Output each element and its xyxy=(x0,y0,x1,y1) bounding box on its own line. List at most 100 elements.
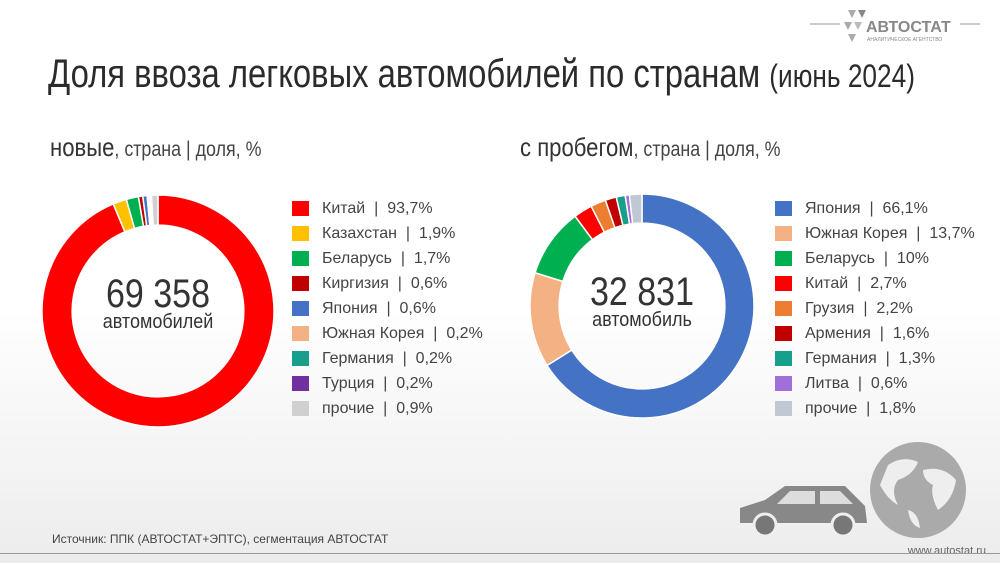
legend-item: Армения | 1,6% xyxy=(775,321,975,346)
legend-swatch xyxy=(775,251,792,266)
legend-separator: | xyxy=(396,224,419,242)
donut-slice-9 xyxy=(150,194,159,227)
legend-label: Китай xyxy=(805,274,849,292)
page-title: Доля ввоза легковых автомобилей по стран… xyxy=(48,52,915,97)
title-period: (июнь 2024) xyxy=(769,58,915,94)
used-total-label: автомобиль xyxy=(592,309,692,331)
used-donut-chart xyxy=(529,193,755,419)
used-title: с пробегом xyxy=(520,132,634,162)
legend-swatch xyxy=(292,276,309,291)
legend-value: 0,9% xyxy=(396,399,433,417)
used-section-title: с пробегом, страна | доля, % xyxy=(520,132,781,163)
legend-label: Южная Корея xyxy=(322,324,425,342)
legend-label: прочие xyxy=(805,399,858,417)
globe-icon xyxy=(870,442,966,538)
new-section-title: новые, страна | доля, % xyxy=(50,132,261,163)
svg-text:АВТОСТАТ: АВТОСТАТ xyxy=(866,19,951,36)
used-subtitle: , страна | доля, % xyxy=(633,138,781,161)
legend-item: Южная Корея | 0,2% xyxy=(292,321,483,346)
legend-value: 1,6% xyxy=(892,324,930,342)
legend-swatch xyxy=(775,401,792,416)
legend-separator: | xyxy=(857,399,880,417)
title-text: Доля ввоза легковых автомобилей по стран… xyxy=(48,52,761,96)
legend-swatch xyxy=(775,326,792,341)
car-icon xyxy=(740,486,867,538)
new-donut-chart xyxy=(41,194,275,428)
legend-label: Киргизия xyxy=(322,274,389,292)
used-total: 32 831 xyxy=(590,270,694,314)
legend-label: Турция xyxy=(322,374,375,392)
legend-value: 1,7% xyxy=(413,249,451,267)
new-legend: Китай | 93,7% Казахстан | 1,9% Беларусь | … xyxy=(292,196,483,421)
legend-swatch xyxy=(292,351,309,366)
new-total-label: автомобилей xyxy=(102,311,214,333)
donut-slice-1 xyxy=(546,193,755,419)
new-center: 69 358 автомобилей xyxy=(78,272,238,334)
legend-separator: | xyxy=(365,199,388,217)
svg-text:АНАЛИТИЧЕСКОЕ АГЕНТСТВО: АНАЛИТИЧЕСКОЕ АГЕНТСТВО xyxy=(867,37,942,43)
new-subtitle: , страна | доля, % xyxy=(114,138,262,161)
legend-item: Германия | 1,3% xyxy=(775,346,975,371)
legend-item: прочие | 0,9% xyxy=(292,396,483,421)
new-total: 69 358 xyxy=(106,272,210,316)
legend-value: 0,6% xyxy=(410,274,448,292)
legend-separator: | xyxy=(870,324,893,342)
legend-separator: | xyxy=(848,274,871,292)
legend-label: Беларусь xyxy=(322,249,392,267)
legend-label: Армения xyxy=(805,324,871,342)
legend-swatch xyxy=(292,401,309,416)
legend-separator: | xyxy=(393,349,416,367)
legend-swatch xyxy=(292,251,309,266)
legend-swatch xyxy=(292,201,309,216)
legend-separator: | xyxy=(374,374,397,392)
donut-slice-9 xyxy=(628,193,643,225)
legend-swatch xyxy=(775,351,792,366)
legend-value: 13,7% xyxy=(929,224,975,242)
legend-value: 66,1% xyxy=(882,199,928,217)
legend-item: Япония | 66,1% xyxy=(775,196,975,221)
legend-label: Беларусь xyxy=(805,249,875,267)
legend-item: Турция | 0,2% xyxy=(292,371,483,396)
legend-swatch xyxy=(292,226,309,241)
legend-value: 0,2% xyxy=(415,349,453,367)
legend-separator: | xyxy=(374,399,397,417)
legend-separator: | xyxy=(424,324,447,342)
used-legend: Япония | 66,1% Южная Корея | 13,7% Беларус… xyxy=(775,196,975,421)
legend-label: прочие xyxy=(322,399,375,417)
legend-label: Япония xyxy=(805,199,861,217)
legend-label: Германия xyxy=(322,349,394,367)
legend-separator: | xyxy=(874,249,897,267)
legend-swatch xyxy=(292,301,309,316)
legend-swatch xyxy=(775,226,792,241)
legend-value: 0,2% xyxy=(396,374,433,392)
legend-value: 2,7% xyxy=(870,274,907,292)
website-link[interactable]: www.autostat.ru xyxy=(907,545,986,557)
legend-label: Грузия xyxy=(805,299,855,317)
legend-item: прочие | 1,8% xyxy=(775,396,975,421)
legend-swatch xyxy=(775,301,792,316)
legend-label: Германия xyxy=(805,349,877,367)
legend-value: 0,2% xyxy=(446,324,483,342)
legend-label: Китай xyxy=(322,199,366,217)
used-center: 32 831 автомобиль xyxy=(562,270,722,332)
legend-swatch xyxy=(775,276,792,291)
autostat-logo: АВТОСТАТ АНАЛИТИЧЕСКОЕ АГЕНТСТВО xyxy=(810,10,980,43)
legend-item: Южная Корея | 13,7% xyxy=(775,221,975,246)
legend-item: Китай | 93,7% xyxy=(292,196,483,221)
legend-label: Казахстан xyxy=(322,224,397,242)
legend-item: Беларусь | 10% xyxy=(775,246,975,271)
legend-separator: | xyxy=(907,224,930,242)
legend-item: Литва | 0,6% xyxy=(775,371,975,396)
legend-separator: | xyxy=(377,299,400,317)
legend-item: Япония | 0,6% xyxy=(292,296,483,321)
legend-item: Казахстан | 1,9% xyxy=(292,221,483,246)
legend-value: 1,3% xyxy=(898,349,936,367)
donut-slice-1 xyxy=(41,194,275,428)
legend-separator: | xyxy=(860,199,883,217)
legend-value: 0,6% xyxy=(870,374,908,392)
legend-item: Китай | 2,7% xyxy=(775,271,975,296)
legend-item: Киргизия | 0,6% xyxy=(292,271,483,296)
legend-value: 2,2% xyxy=(876,299,913,317)
source-note: Источник: ППК (АВТОСТАТ+ЭПТС), сегментац… xyxy=(52,532,389,546)
legend-swatch xyxy=(292,376,309,391)
